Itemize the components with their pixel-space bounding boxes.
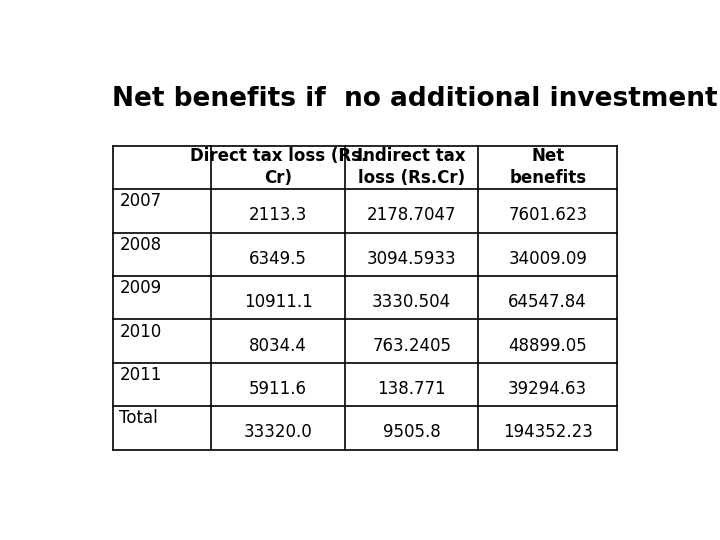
Text: 2010: 2010 xyxy=(120,322,162,341)
Text: 8034.4: 8034.4 xyxy=(249,336,307,355)
Text: 7601.623: 7601.623 xyxy=(508,206,588,224)
Text: 2178.7047: 2178.7047 xyxy=(367,206,456,224)
Text: 763.2405: 763.2405 xyxy=(372,336,451,355)
Text: Total: Total xyxy=(120,409,158,428)
Text: 33320.0: 33320.0 xyxy=(244,423,312,441)
Text: Net
benefits: Net benefits xyxy=(509,147,586,187)
Text: 34009.09: 34009.09 xyxy=(508,249,588,268)
Text: 194352.23: 194352.23 xyxy=(503,423,593,441)
Text: Direct tax loss (Rs.
Cr): Direct tax loss (Rs. Cr) xyxy=(189,147,367,187)
Text: 10911.1: 10911.1 xyxy=(244,293,312,311)
Text: 5911.6: 5911.6 xyxy=(249,380,307,398)
Text: 2113.3: 2113.3 xyxy=(249,206,307,224)
Text: 3330.504: 3330.504 xyxy=(372,293,451,311)
Text: 6349.5: 6349.5 xyxy=(249,249,307,268)
Text: 3094.5933: 3094.5933 xyxy=(367,249,456,268)
Text: 48899.05: 48899.05 xyxy=(508,336,587,355)
Text: 9505.8: 9505.8 xyxy=(383,423,441,441)
Text: 39294.63: 39294.63 xyxy=(508,380,588,398)
Text: 2007: 2007 xyxy=(120,192,161,210)
Text: 2009: 2009 xyxy=(120,279,161,297)
Text: 138.771: 138.771 xyxy=(377,380,446,398)
Text: Net benefits if  no additional investment after 2009: Net benefits if no additional investment… xyxy=(112,86,720,112)
Text: Indirect tax
loss (Rs.Cr): Indirect tax loss (Rs.Cr) xyxy=(357,147,466,187)
Text: 64547.84: 64547.84 xyxy=(508,293,587,311)
Text: 2011: 2011 xyxy=(120,366,162,384)
Text: 2008: 2008 xyxy=(120,235,161,254)
